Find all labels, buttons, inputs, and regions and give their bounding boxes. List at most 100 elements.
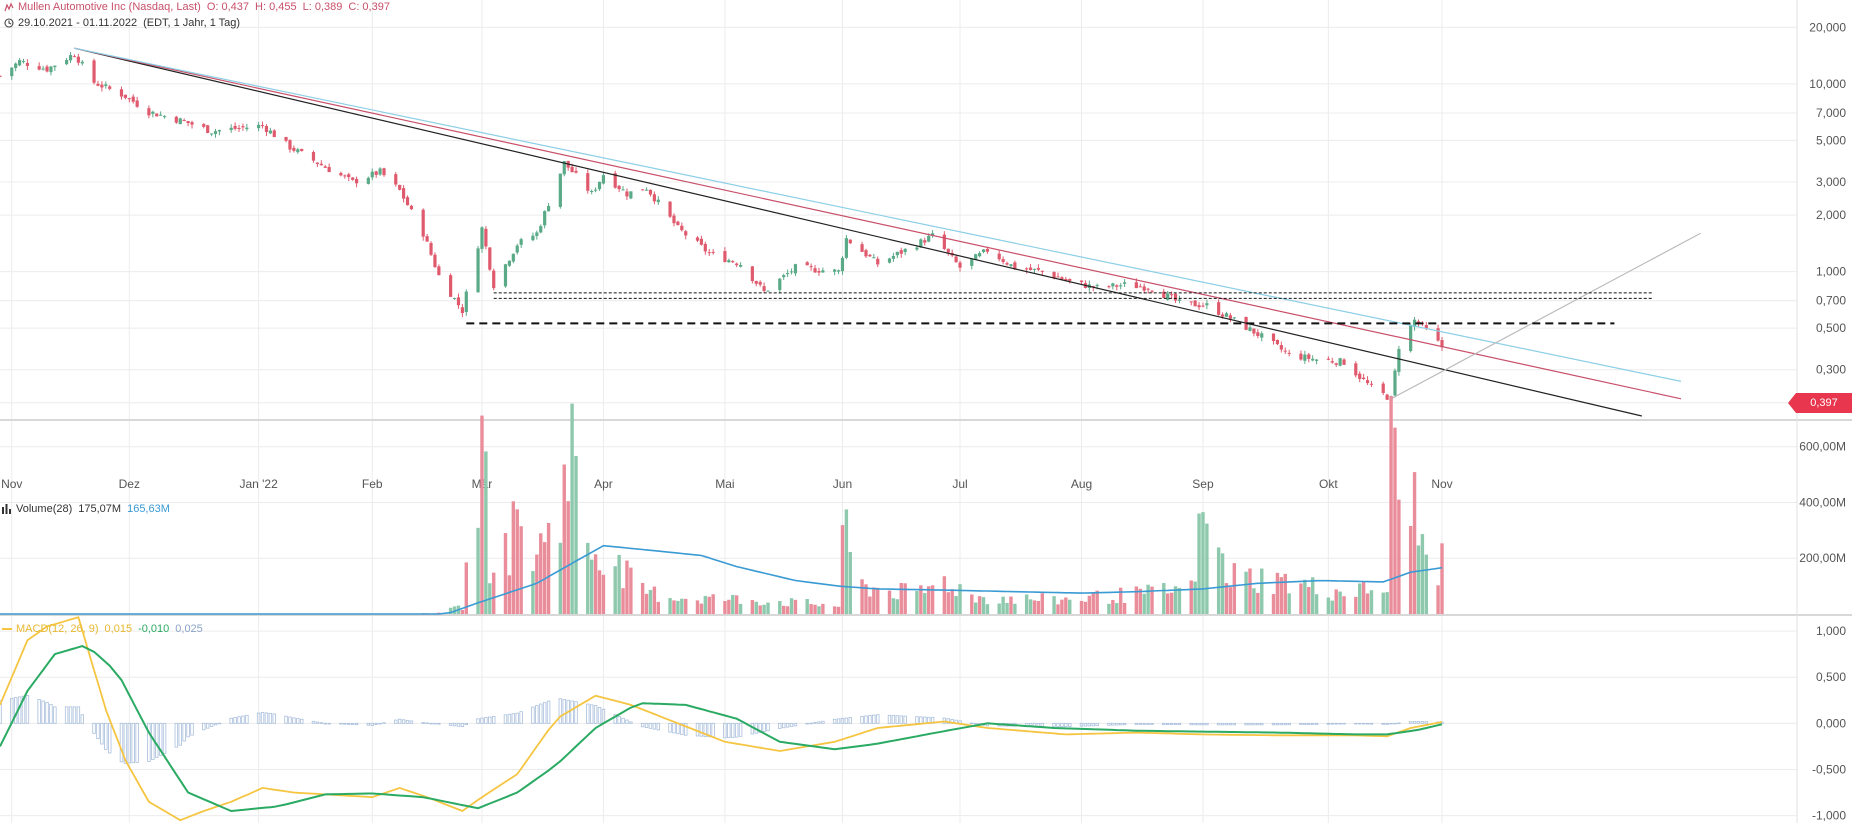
histogram-bar (699, 722, 704, 737)
candle-body (1115, 285, 1119, 287)
histogram-bar (217, 722, 222, 725)
histogram-bar (378, 722, 382, 725)
histogram-bar (374, 722, 378, 725)
histogram-bar (323, 722, 327, 725)
volume-bar (954, 595, 958, 614)
histogram-bar (1416, 721, 1421, 724)
macd-line (0, 616, 1443, 822)
histogram-bar (155, 722, 159, 758)
candle-body (1397, 348, 1401, 372)
x-tick-label: Feb (362, 477, 383, 491)
volume-bar (1040, 593, 1045, 614)
histogram-bar (1256, 722, 1260, 726)
histogram-bar (394, 719, 398, 724)
volume-name: Volume(28) (16, 503, 73, 515)
candle-body (284, 136, 288, 141)
histogram-bar (1299, 722, 1303, 725)
volume-bar (539, 533, 543, 614)
candle-body (782, 275, 786, 278)
candle-body (970, 258, 974, 266)
candle-body (1025, 268, 1029, 270)
volume-bar (1389, 396, 1393, 614)
histogram-bar (805, 722, 809, 725)
histogram-bar (1361, 722, 1366, 725)
histogram-bar (339, 722, 343, 725)
candle-body (1315, 359, 1319, 361)
volume-bar (950, 589, 954, 614)
candle-body (155, 113, 159, 117)
histogram-bar (1252, 722, 1256, 726)
histogram-bar (401, 719, 406, 724)
volume-bar (574, 456, 578, 614)
histogram-bar (734, 722, 739, 738)
histogram-bar (464, 722, 468, 726)
histogram-bar (872, 714, 876, 724)
candle-body (1119, 285, 1123, 287)
histogram-bar (1248, 722, 1252, 726)
histogram-bar (492, 716, 496, 724)
histogram-bar (1166, 722, 1170, 725)
histogram-bar (1365, 722, 1370, 725)
candle-body (621, 189, 625, 191)
volume-indicator-label: Volume(28) 175,07M 165,63M (2, 503, 176, 516)
candle-body (151, 111, 155, 114)
histogram-bar (1111, 722, 1115, 726)
histogram-bar (507, 713, 512, 724)
candle-body (903, 248, 907, 253)
volume-bar (676, 600, 680, 614)
volume-bar (593, 554, 598, 614)
candle-body (135, 100, 139, 107)
volume-bar (589, 559, 594, 614)
candle-body (257, 124, 261, 129)
candle-body (868, 254, 872, 257)
volume-bar (731, 594, 735, 614)
histogram-bar (676, 722, 680, 735)
trend-line (74, 47, 1642, 417)
volume-bars (421, 396, 1444, 614)
volume-bar (464, 562, 468, 614)
x-tick-label: Jan '22 (239, 477, 278, 491)
histogram-bar (488, 716, 492, 724)
open-value: O: 0,437 (206, 1, 250, 13)
volume-bar (1009, 596, 1013, 614)
histogram-bar (237, 716, 241, 724)
histogram-bar (452, 722, 457, 727)
x-tick-label: Apr (594, 477, 613, 491)
candle-body (1142, 286, 1146, 291)
histogram-bar (104, 722, 108, 750)
candle-body (942, 234, 946, 249)
histogram-bar (876, 714, 880, 724)
candle-body (641, 189, 645, 191)
candle-body (10, 67, 14, 77)
histogram-bar (1216, 722, 1221, 726)
volume-bar (535, 554, 539, 614)
candle-body (49, 66, 53, 73)
volume-bar (1326, 597, 1331, 614)
candle-body (488, 247, 492, 270)
candle-body (648, 189, 653, 195)
histogram-bar (80, 714, 84, 724)
histogram-bar (809, 722, 813, 725)
candle-body (1028, 267, 1033, 271)
candle-body (891, 255, 896, 259)
volume-bar (813, 604, 817, 614)
volume-bar (1197, 513, 1201, 614)
volume-bar (1024, 594, 1029, 614)
histogram-bar (848, 717, 853, 724)
volume-bar (899, 582, 903, 614)
volume-bar (1032, 600, 1037, 614)
histogram-bar (284, 715, 288, 724)
candle-body (1032, 268, 1037, 270)
candle-body (676, 221, 680, 225)
histogram-bar (1052, 722, 1056, 727)
candle-body (1362, 377, 1366, 379)
volume-bar (868, 596, 872, 614)
volume-bar (1162, 582, 1166, 614)
volume-bar (570, 403, 574, 614)
candle-body (1060, 277, 1064, 280)
volume-bar (1111, 600, 1115, 614)
candle-body (1248, 327, 1252, 331)
histogram-bar (574, 701, 578, 724)
candles (0, 52, 1444, 403)
